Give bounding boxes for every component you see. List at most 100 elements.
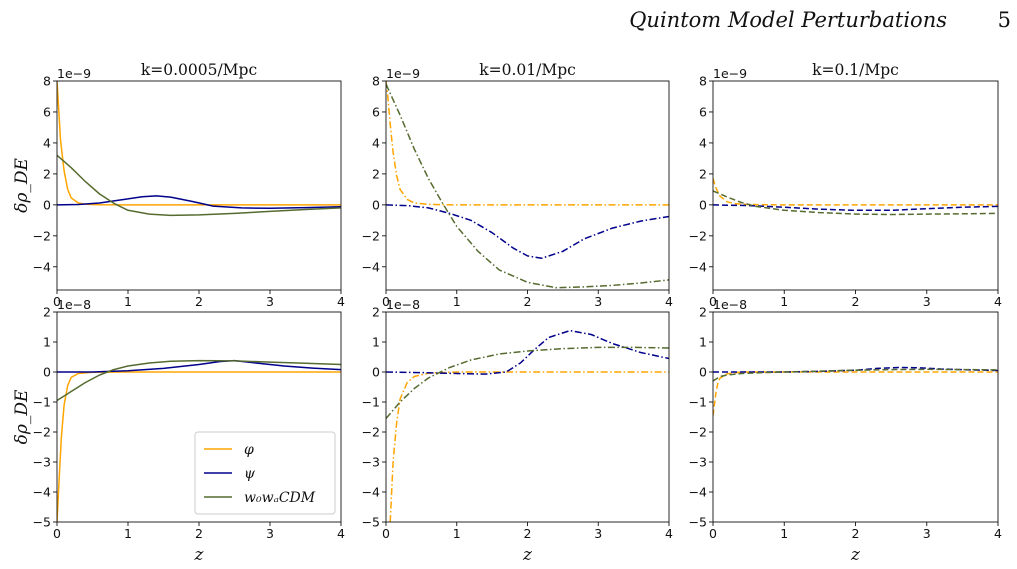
y-tick-label: −1 bbox=[689, 395, 707, 410]
axis-offset-label: 1e−9 bbox=[57, 66, 91, 81]
series-line-1 bbox=[386, 81, 669, 206]
series-line-1 bbox=[713, 371, 998, 416]
series-line-1 bbox=[57, 81, 341, 206]
y-tick-label: −1 bbox=[362, 395, 380, 410]
y-tick-label: 4 bbox=[699, 135, 707, 150]
x-tick-label: 2 bbox=[195, 526, 203, 541]
x-axis-label: z bbox=[194, 545, 205, 565]
x-tick-label: 1 bbox=[780, 294, 788, 309]
axes-frame bbox=[56, 80, 342, 291]
y-tick-label: −4 bbox=[33, 259, 51, 274]
y-tick-label: 2 bbox=[43, 305, 51, 320]
y-tick-label: −4 bbox=[689, 259, 707, 274]
x-tick-label: 2 bbox=[852, 526, 860, 541]
axes-frame bbox=[712, 311, 999, 523]
x-tick-label: 3 bbox=[266, 294, 274, 309]
y-tick-label: −2 bbox=[689, 425, 707, 440]
legend-box bbox=[194, 431, 336, 515]
series-line-1 bbox=[389, 371, 669, 522]
series-line-2 bbox=[57, 195, 341, 210]
x-tick-label: 0 bbox=[53, 526, 61, 541]
series-line-3 bbox=[386, 83, 669, 289]
y-tick-label: −2 bbox=[33, 425, 51, 440]
x-tick-label: 0 bbox=[709, 526, 717, 541]
x-tick-label: 1 bbox=[124, 294, 132, 309]
y-tick-label: −5 bbox=[362, 515, 380, 530]
y-tick-label: 0 bbox=[699, 365, 707, 380]
x-tick-label: 0 bbox=[382, 526, 390, 541]
axis-offset-label: 1e−9 bbox=[386, 66, 420, 81]
y-tick-label: 4 bbox=[43, 135, 51, 150]
x-tick-label: 0 bbox=[382, 294, 390, 309]
y-tick-label: −2 bbox=[362, 228, 380, 243]
y-axis-label: δρ_DE bbox=[12, 158, 32, 213]
axis-offset-label: 1e−8 bbox=[57, 297, 91, 312]
x-tick-label: 1 bbox=[124, 526, 132, 541]
y-tick-label: −3 bbox=[33, 455, 51, 470]
series-line-3 bbox=[386, 346, 669, 419]
y-tick-label: 1 bbox=[699, 335, 707, 350]
subplot-4: 0 1 2 3 4 −5 −4 −3 −2 −1 0 1 2 1e−8 z δρ_DE bbox=[12, 297, 345, 565]
x-axis-label: z bbox=[850, 545, 861, 565]
y-axis-label: δρ_DE bbox=[12, 389, 32, 444]
x-tick-label: 0 bbox=[709, 294, 717, 309]
y-tick-label: −4 bbox=[362, 485, 380, 500]
y-tick-label: −2 bbox=[33, 228, 51, 243]
y-tick-label: −3 bbox=[362, 455, 380, 470]
y-tick-label: 0 bbox=[43, 365, 51, 380]
x-tick-label: 3 bbox=[594, 294, 602, 309]
y-tick-label: 6 bbox=[43, 104, 51, 119]
series-line-3 bbox=[713, 190, 998, 216]
y-tick-label: 1 bbox=[372, 335, 380, 350]
legend-label: w₀wₐCDM bbox=[244, 490, 316, 506]
y-tick-label: −2 bbox=[362, 425, 380, 440]
x-tick-label: 4 bbox=[994, 294, 1002, 309]
x-tick-label: 3 bbox=[923, 526, 931, 541]
legend-label: φ bbox=[244, 442, 254, 458]
y-tick-label: −4 bbox=[689, 485, 707, 500]
y-tick-label: 1 bbox=[43, 335, 51, 350]
y-tick-label: 0 bbox=[699, 197, 707, 212]
subplot-2: 0 1 2 3 4 −4 −2 0 2 4 6 8 1e−9 k=0.01/Mpc bbox=[362, 61, 673, 309]
subplot-6: 0 1 2 3 4 −5 −4 −3 −2 −1 0 1 2 1e−8 z bbox=[689, 297, 1002, 565]
y-tick-label: −4 bbox=[362, 259, 380, 274]
subplot-3: 0 1 2 3 4 −4 −2 0 2 4 6 8 1e−9 k=0.1/Mpc bbox=[689, 61, 1002, 309]
subplot-5: 0 1 2 3 4 −5 −4 −3 −2 −1 0 1 2 1e−8 z bbox=[362, 297, 673, 565]
axes-frame bbox=[712, 80, 999, 291]
y-tick-label: −5 bbox=[689, 515, 707, 530]
subplot-title: k=0.01/Mpc bbox=[479, 61, 576, 79]
x-tick-label: 4 bbox=[337, 294, 345, 309]
x-tick-label: 4 bbox=[994, 526, 1002, 541]
x-tick-label: 3 bbox=[594, 526, 602, 541]
x-axis-label: z bbox=[522, 545, 533, 565]
x-tick-label: 1 bbox=[453, 294, 461, 309]
x-tick-label: 1 bbox=[780, 526, 788, 541]
running-title: Quintom Model Perturbations bbox=[629, 8, 947, 32]
series-line-3 bbox=[57, 154, 341, 217]
x-tick-label: 2 bbox=[524, 294, 532, 309]
y-tick-label: 8 bbox=[43, 74, 51, 89]
x-tick-label: 1 bbox=[453, 526, 461, 541]
y-tick-label: 2 bbox=[43, 166, 51, 181]
axes-frame bbox=[385, 80, 670, 291]
y-tick-label: 6 bbox=[699, 104, 707, 119]
axis-offset-label: 1e−8 bbox=[713, 297, 747, 312]
y-tick-label: 6 bbox=[372, 104, 380, 119]
y-tick-label: 0 bbox=[372, 365, 380, 380]
series-line-1 bbox=[57, 371, 341, 522]
y-tick-label: 2 bbox=[699, 166, 707, 181]
x-tick-label: 2 bbox=[524, 526, 532, 541]
series-line-1 bbox=[713, 178, 998, 206]
y-tick-label: −2 bbox=[689, 228, 707, 243]
series-line-3 bbox=[713, 368, 998, 382]
subplot-title: k=0.1/Mpc bbox=[812, 61, 899, 79]
y-tick-label: −1 bbox=[33, 395, 51, 410]
axis-offset-label: 1e−8 bbox=[386, 297, 420, 312]
x-tick-label: 4 bbox=[337, 526, 345, 541]
x-tick-label: 3 bbox=[266, 526, 274, 541]
y-tick-label: 8 bbox=[699, 74, 707, 89]
y-tick-label: 0 bbox=[43, 197, 51, 212]
series-line-2 bbox=[386, 204, 669, 260]
series-line-2 bbox=[713, 204, 998, 212]
y-tick-label: 2 bbox=[699, 305, 707, 320]
